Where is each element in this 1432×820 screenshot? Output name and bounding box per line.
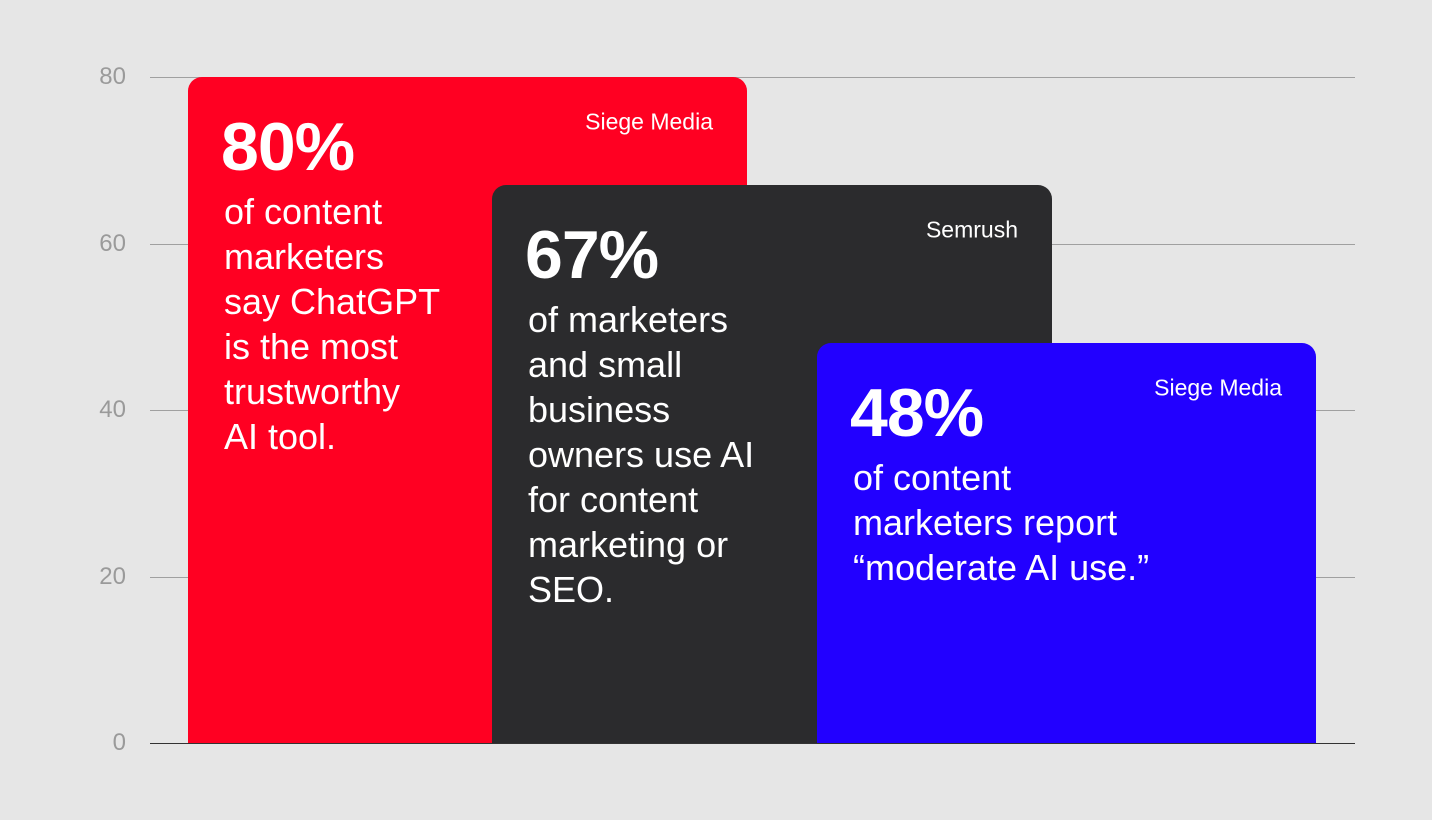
description-line: business — [528, 389, 671, 431]
source-label: Siege Media — [585, 108, 713, 135]
description-line: of content — [224, 191, 383, 232]
description-line: of content — [853, 457, 1012, 499]
description-line: say ChatGPT — [224, 281, 441, 322]
description-line: AI tool. — [224, 416, 337, 457]
value-label: 80% — [221, 109, 355, 185]
grid-line — [150, 77, 1355, 78]
description-line: and small — [528, 344, 683, 386]
description-line: of marketers — [528, 299, 729, 341]
y-tick-label: 40 — [99, 396, 126, 423]
description-line: SEO. — [528, 569, 615, 611]
x-axis — [150, 743, 1355, 744]
value-label: 67% — [525, 217, 659, 294]
value-label: 48% — [850, 375, 984, 452]
description-line: trustworthy — [224, 371, 401, 412]
bar — [817, 343, 1316, 743]
description-line: for content — [528, 479, 699, 521]
description-line: owners use AI — [528, 434, 755, 476]
y-tick-label: 80 — [99, 63, 126, 90]
description-line: marketers report — [853, 502, 1118, 544]
source-label: Siege Media — [1154, 374, 1282, 401]
y-tick-label: 60 — [99, 229, 126, 257]
y-tick-label: 20 — [99, 562, 126, 590]
source-label: Semrush — [925, 216, 1018, 243]
description-line: “moderate AI use.” — [853, 547, 1150, 589]
description-line: is the most — [224, 326, 399, 367]
description-line: marketers — [224, 236, 385, 277]
y-tick-label: 0 — [112, 729, 126, 756]
description-line: marketing or — [528, 524, 729, 566]
